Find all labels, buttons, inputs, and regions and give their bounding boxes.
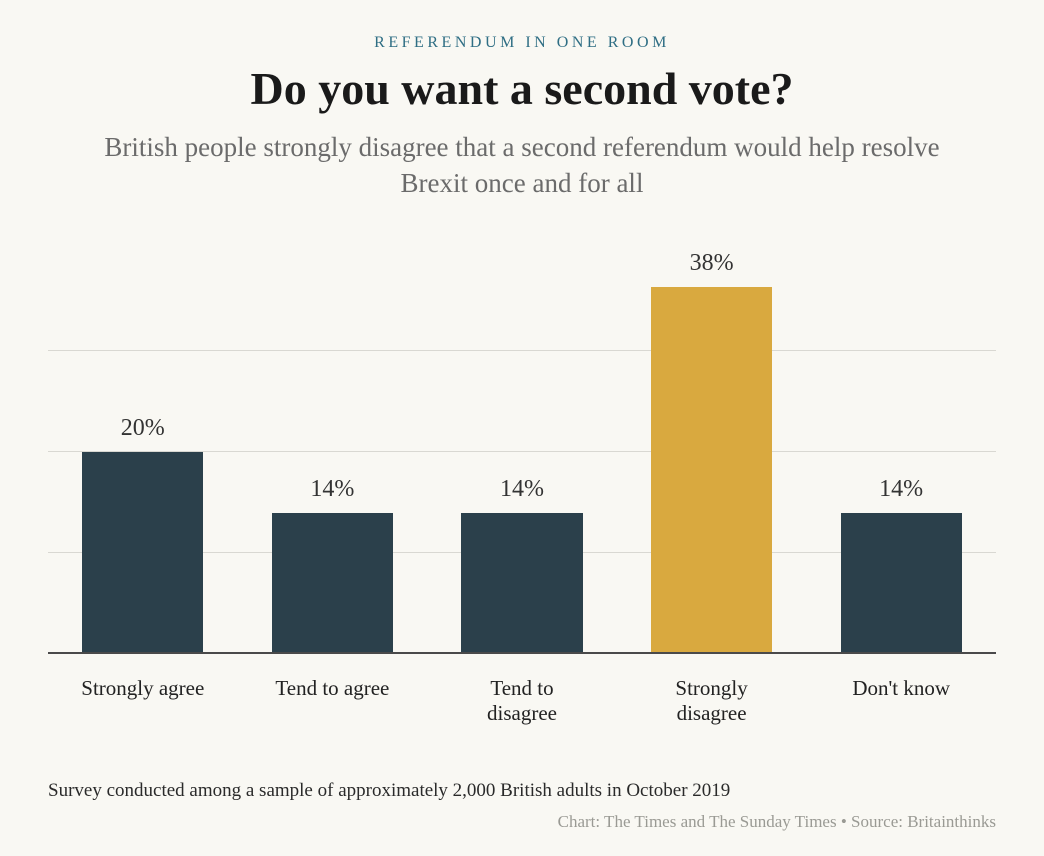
subhead: British people strongly disagree that a … <box>48 129 996 202</box>
x-label: Stronglydisagree <box>617 676 807 726</box>
chart-card: REFERENDUM IN ONE ROOM Do you want a sec… <box>0 0 1044 856</box>
footer: Survey conducted among a sample of appro… <box>48 780 996 832</box>
x-axis-labels: Strongly agree Tend to agree Tend todisa… <box>48 676 996 726</box>
bar-dont-know: 14% <box>806 250 996 654</box>
bar-value: 14% <box>310 476 354 503</box>
bar-strongly-disagree: 38% <box>617 250 807 654</box>
bar-rect <box>272 513 393 654</box>
baseline <box>48 652 996 654</box>
credit-line: Chart: The Times and The Sunday Times • … <box>48 812 996 832</box>
x-label: Tend todisagree <box>427 676 617 726</box>
bar-value: 14% <box>500 476 544 503</box>
bar-strongly-agree: 20% <box>48 250 238 654</box>
bar-tend-to-agree: 14% <box>238 250 428 654</box>
bar-rect <box>82 452 203 654</box>
bars-container: 20% 14% 14% 38% 14% <box>48 250 996 654</box>
bar-value: 14% <box>879 476 923 503</box>
bar-value: 20% <box>121 415 165 442</box>
headline: Do you want a second vote? <box>48 62 996 115</box>
x-label: Tend to agree <box>238 676 428 726</box>
bar-rect <box>841 513 962 654</box>
bar-rect <box>651 287 772 654</box>
bar-tend-to-disagree: 14% <box>427 250 617 654</box>
eyebrow: REFERENDUM IN ONE ROOM <box>48 34 996 52</box>
footnote: Survey conducted among a sample of appro… <box>48 780 996 802</box>
plot-region: 20% 14% 14% 38% 14% <box>48 250 996 654</box>
x-label: Don't know <box>806 676 996 726</box>
bar-value: 38% <box>690 250 734 277</box>
chart-area: 20% 14% 14% 38% 14% <box>48 250 996 772</box>
x-label: Strongly agree <box>48 676 238 726</box>
bar-rect <box>461 513 582 654</box>
